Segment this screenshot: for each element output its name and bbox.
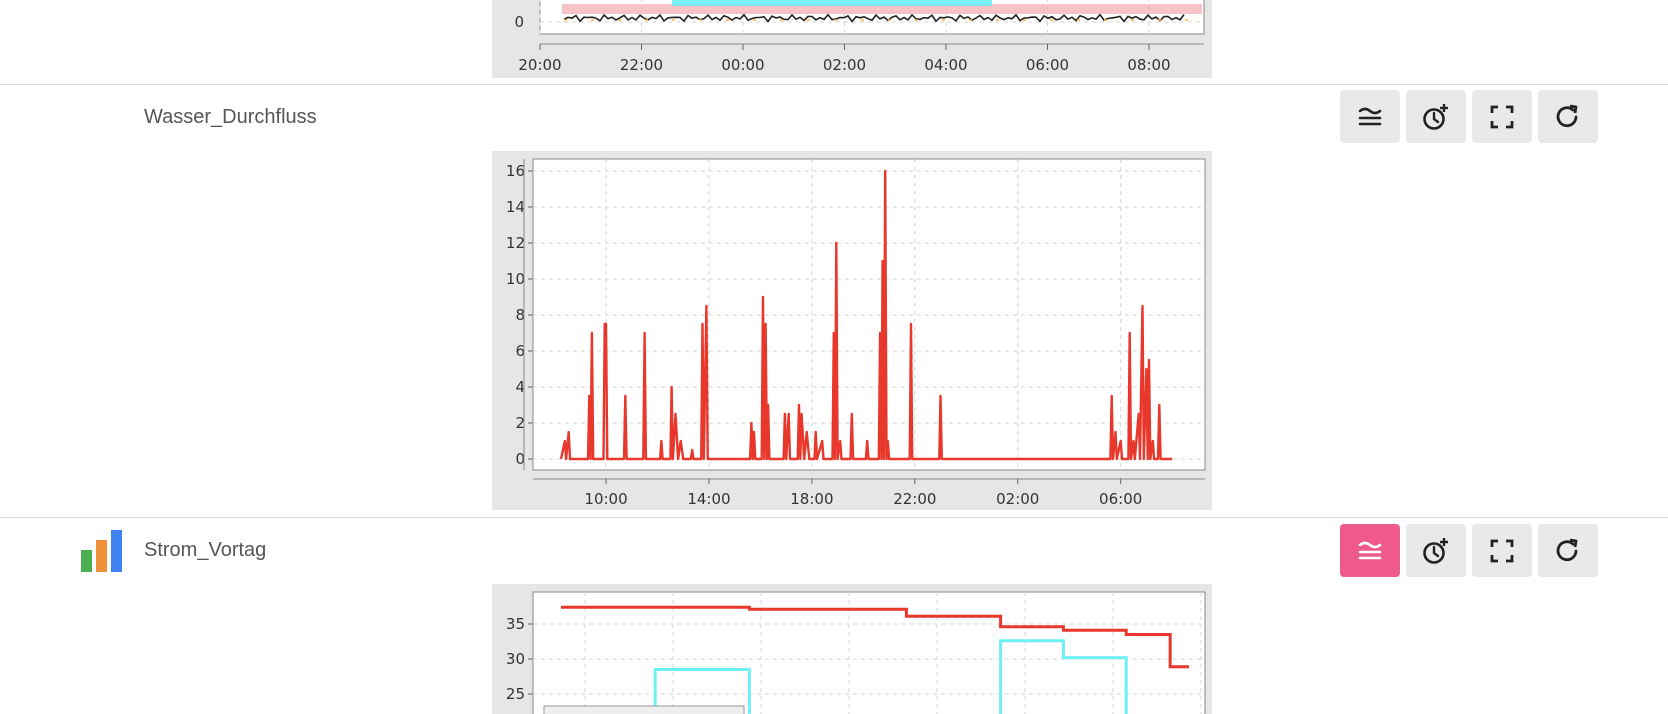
y-tick-label: 4: [515, 378, 525, 396]
legend-box: [543, 705, 745, 714]
x-tick-label: 20:00: [518, 56, 561, 74]
series-cyan-step-2: [999, 639, 1128, 714]
x-tick-label: 14:00: [687, 490, 730, 508]
series-black-line: [563, 13, 1185, 23]
row-title-strom-vortag: Strom_Vortag: [144, 539, 267, 561]
chart-top-partial: 0 20:00 22:00 00:00 02:00 04:00 06:00 08:00: [492, 0, 1212, 78]
x-tick-label: 04:00: [924, 56, 967, 74]
x-tick-label: 06:00: [1099, 490, 1142, 508]
clock-plus-icon: [1423, 537, 1448, 564]
y-tick-label: 0: [515, 450, 525, 468]
x-tick-label: 18:00: [790, 490, 833, 508]
x-tick-label: 02:00: [823, 56, 866, 74]
y-tick-label: 12: [506, 234, 525, 252]
x-tick-label: 22:00: [620, 56, 663, 74]
stack-lines-icon: [1358, 107, 1382, 125]
y-tick-label: 35: [506, 615, 525, 633]
fullscreen-button[interactable]: [1472, 90, 1532, 143]
y-tick-label: 25: [506, 685, 525, 703]
y-tick-label: 16: [506, 162, 525, 180]
stack-lines-button-active[interactable]: [1340, 524, 1400, 577]
y-tick-label: 10: [506, 270, 525, 288]
row-divider: [0, 517, 1668, 518]
row-title-wasser-durchfluss: Wasser_Durchfluss: [144, 106, 317, 128]
series-line-wasser: [559, 169, 1173, 461]
add-time-button[interactable]: [1406, 90, 1466, 143]
row-divider: [0, 84, 1668, 85]
refresh-button[interactable]: [1538, 90, 1598, 143]
x-tick-label: 22:00: [893, 490, 936, 508]
clock-plus-icon: [1423, 103, 1448, 130]
y-tick-label: 6: [515, 342, 525, 360]
refresh-icon: [1556, 104, 1578, 127]
y-tick-label: 0: [514, 13, 524, 31]
y-tick-label: 30: [506, 650, 525, 668]
series-pink-band: [562, 4, 1202, 14]
chart-top-svg: 0 20:00 22:00 00:00 02:00 04:00 06:00 08:00: [514, 0, 1205, 74]
stack-lines-icon: [1358, 541, 1382, 559]
bar-chart-logo-icon: [81, 530, 123, 572]
y-tick-label: 14: [506, 198, 525, 216]
x-tick-label: 00:00: [721, 56, 764, 74]
x-tick-label: 06:00: [1026, 56, 1069, 74]
y-tick-label: 2: [515, 414, 525, 432]
add-time-button[interactable]: [1406, 524, 1466, 577]
chart-wasser-durchfluss: 0 2 4 6 8 10 12 14 16 10:00 14:00 18:00 22:00 02:00 06…: [492, 151, 1212, 510]
refresh-button[interactable]: [1538, 524, 1598, 577]
chart-wasser-svg: 0 2 4 6 8 10 12 14 16 10:00 14:00 18:00 22:00 02:00 06…: [506, 158, 1206, 508]
fullscreen-button[interactable]: [1472, 524, 1532, 577]
x-tick-label: 02:00: [996, 490, 1039, 508]
fullscreen-icon: [1490, 539, 1514, 562]
chart-strom-vortag: 25 30 35: [492, 584, 1212, 714]
x-tick-label: 10:00: [584, 490, 627, 508]
x-tick-label: 08:00: [1127, 56, 1170, 74]
y-tick-label: 8: [515, 306, 525, 324]
series-red-steps: [561, 605, 1189, 669]
chart-strom-svg: 25 30 35: [506, 591, 1206, 714]
fullscreen-icon: [1490, 105, 1514, 128]
series-cyan-band: [672, 0, 992, 6]
series-cyan-step-1: [653, 668, 751, 714]
refresh-icon: [1556, 538, 1578, 561]
stack-lines-button[interactable]: [1340, 90, 1400, 143]
